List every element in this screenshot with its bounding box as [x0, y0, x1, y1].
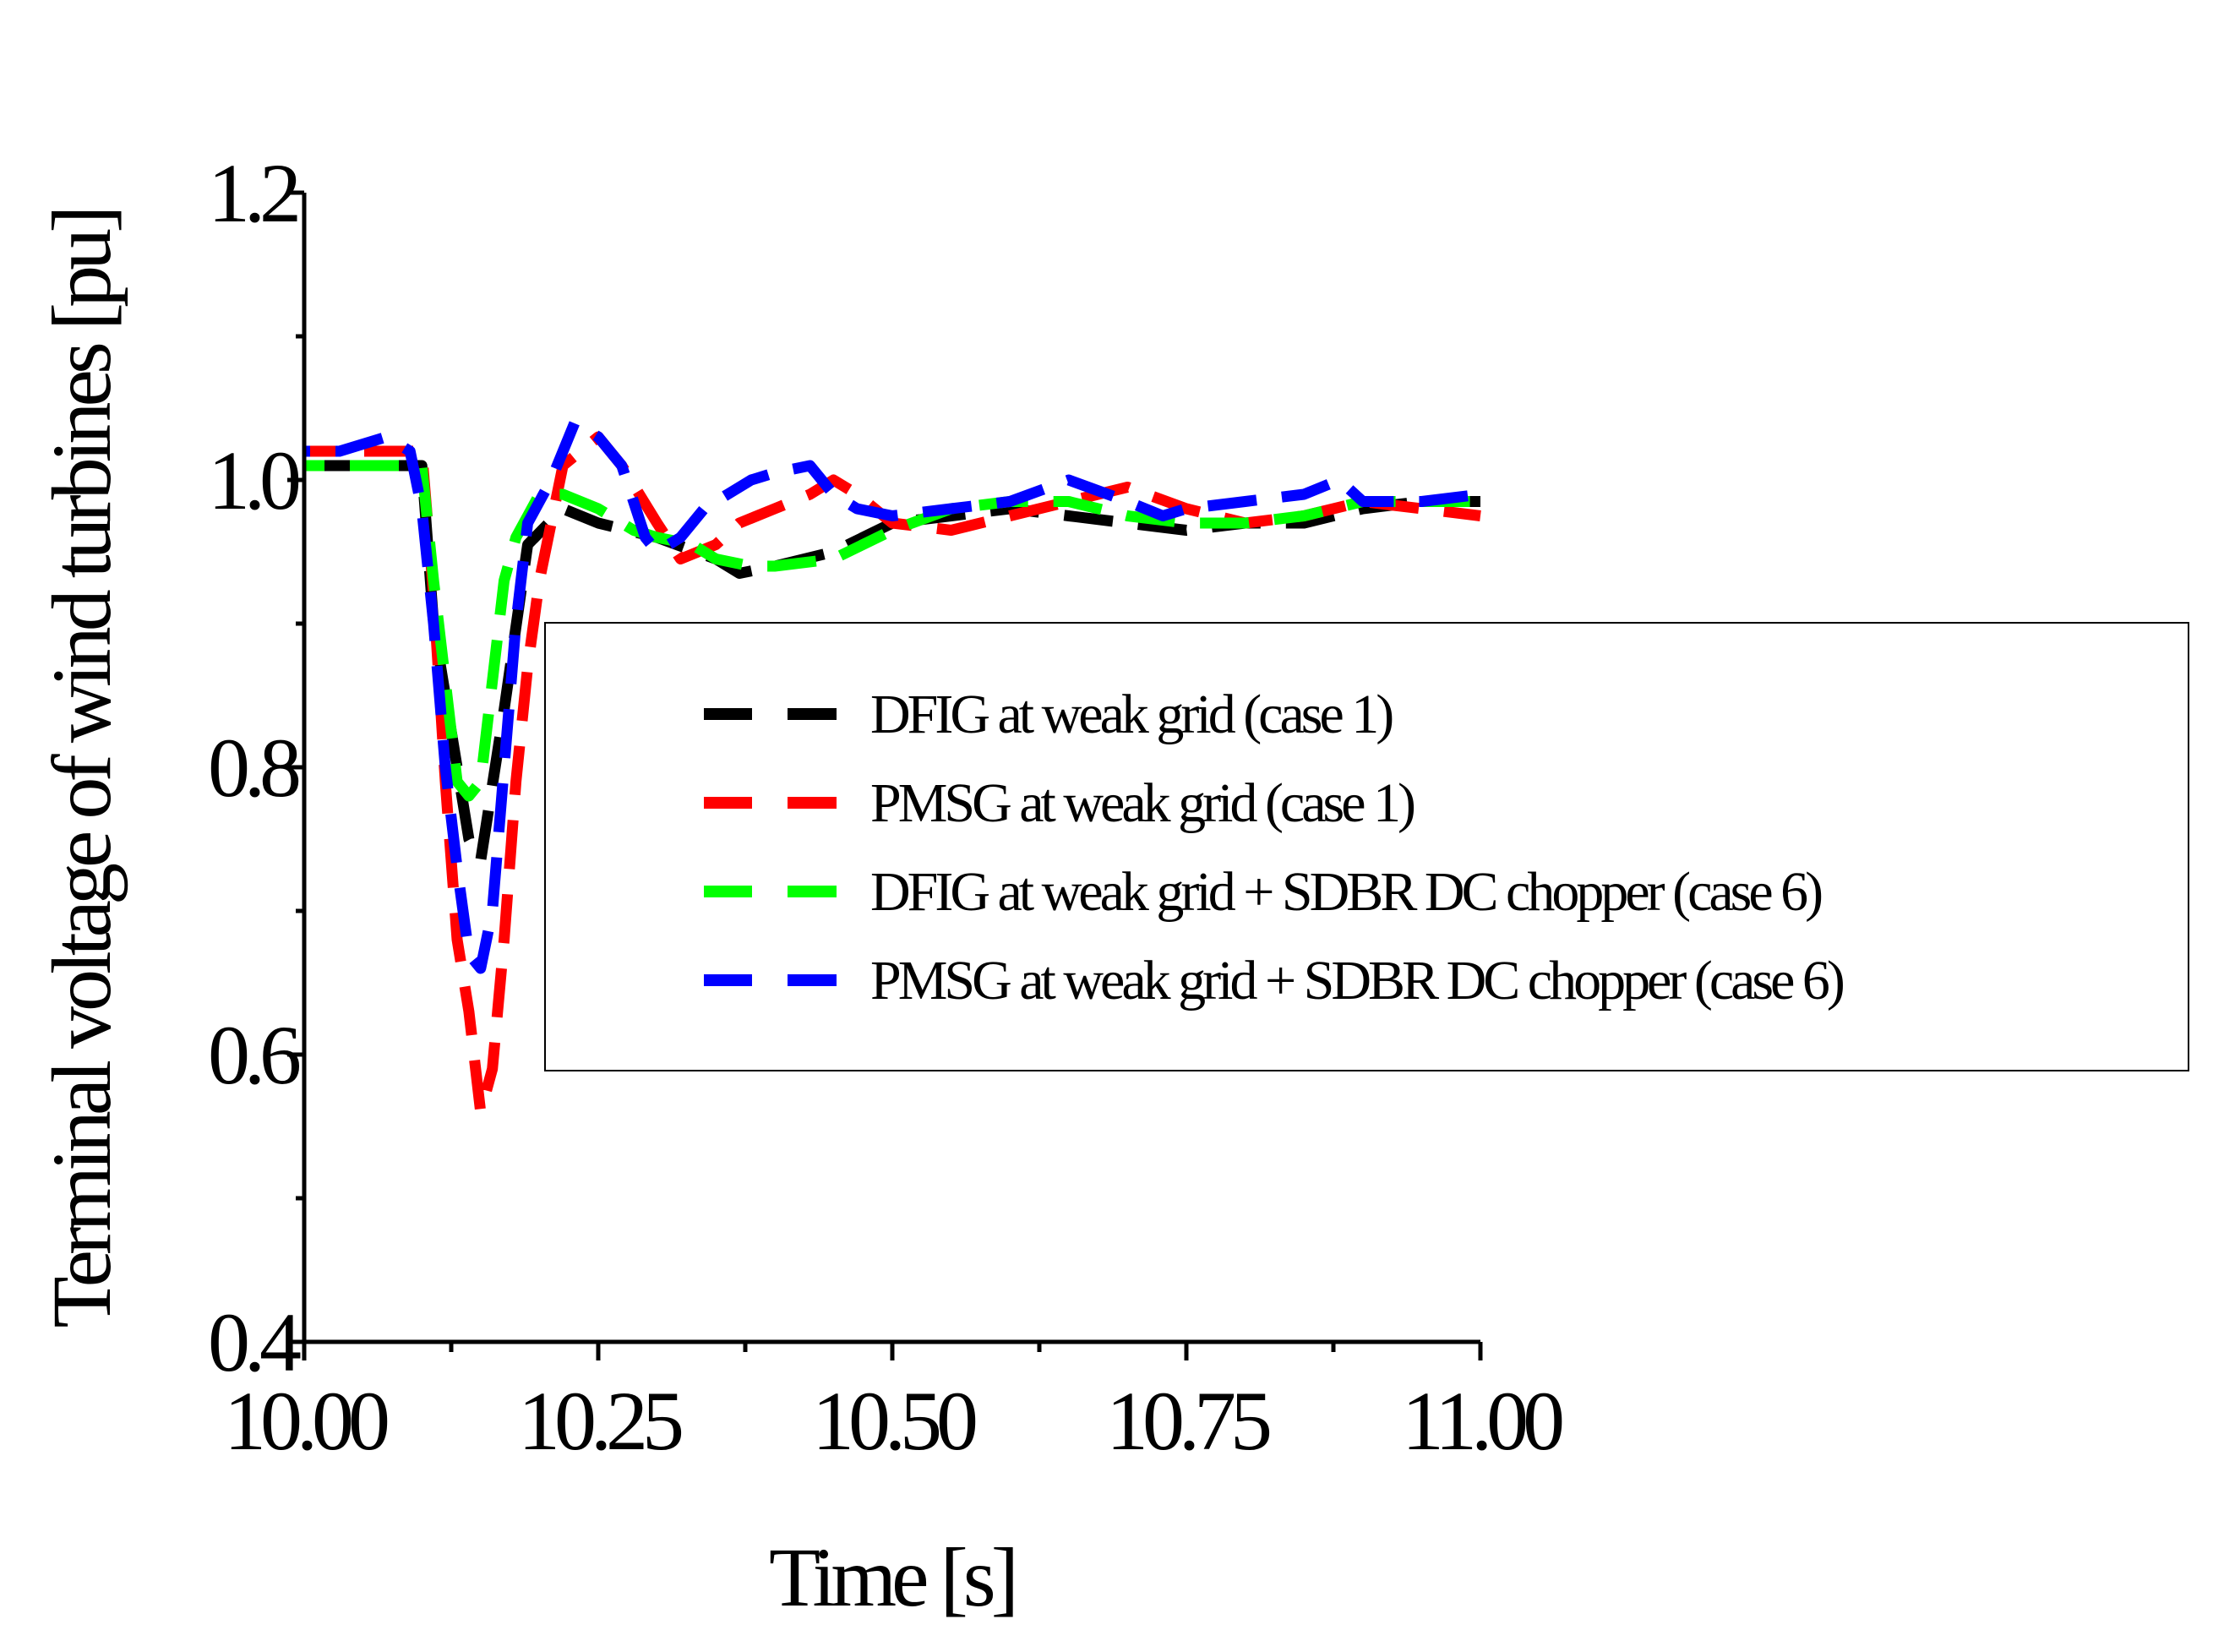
legend-label: DFIG at weak grid (case 1): [870, 684, 1393, 745]
series-line-2: [304, 431, 1481, 1118]
legend-items: DFIG at weak grid (case 1) PMSG at weak g…: [704, 684, 1847, 1011]
ticks: [287, 190, 1483, 1360]
plot-area: [304, 417, 1481, 1118]
legend-box: [544, 622, 2189, 1071]
x-tick-label: 10.00: [224, 1374, 388, 1468]
legend: DFIG at weak grid (case 1) PMSG at weak g…: [544, 622, 2189, 1071]
series-line-3: [304, 460, 1480, 802]
x-tick-label: 10.25: [518, 1374, 682, 1468]
y-tick-label: 1.0: [208, 433, 299, 527]
x-tick-label: 10.75: [1106, 1374, 1270, 1468]
y-tick-label: 0.6: [208, 1008, 300, 1102]
legend-label: PMSG at weak grid + SDBR DC chopper (cas…: [870, 950, 1844, 1011]
tick-labels: 0.4 0.6 0.8 1.0 1.2 10.00 10.25 10.50 10.75 11.00: [208, 146, 1568, 1468]
x-tick-label: 10.50: [812, 1374, 976, 1468]
y-tick-label: 0.8: [208, 721, 299, 815]
x-axis-title: Time [s]: [769, 1530, 1014, 1624]
legend-label: DFIG at weak grid + SDBR DC chopper (cas…: [870, 861, 1822, 923]
x-tick-label: 11.00: [1402, 1374, 1562, 1468]
series-line-4: [304, 417, 1481, 974]
legend-label: PMSG at weak grid (case 1): [870, 772, 1415, 834]
y-tick-label: 1.2: [208, 146, 297, 240]
y-tick-label: 0.4: [208, 1295, 301, 1389]
y-axis-title: Terminal voltage of wind turbines [pu]: [35, 210, 128, 1328]
